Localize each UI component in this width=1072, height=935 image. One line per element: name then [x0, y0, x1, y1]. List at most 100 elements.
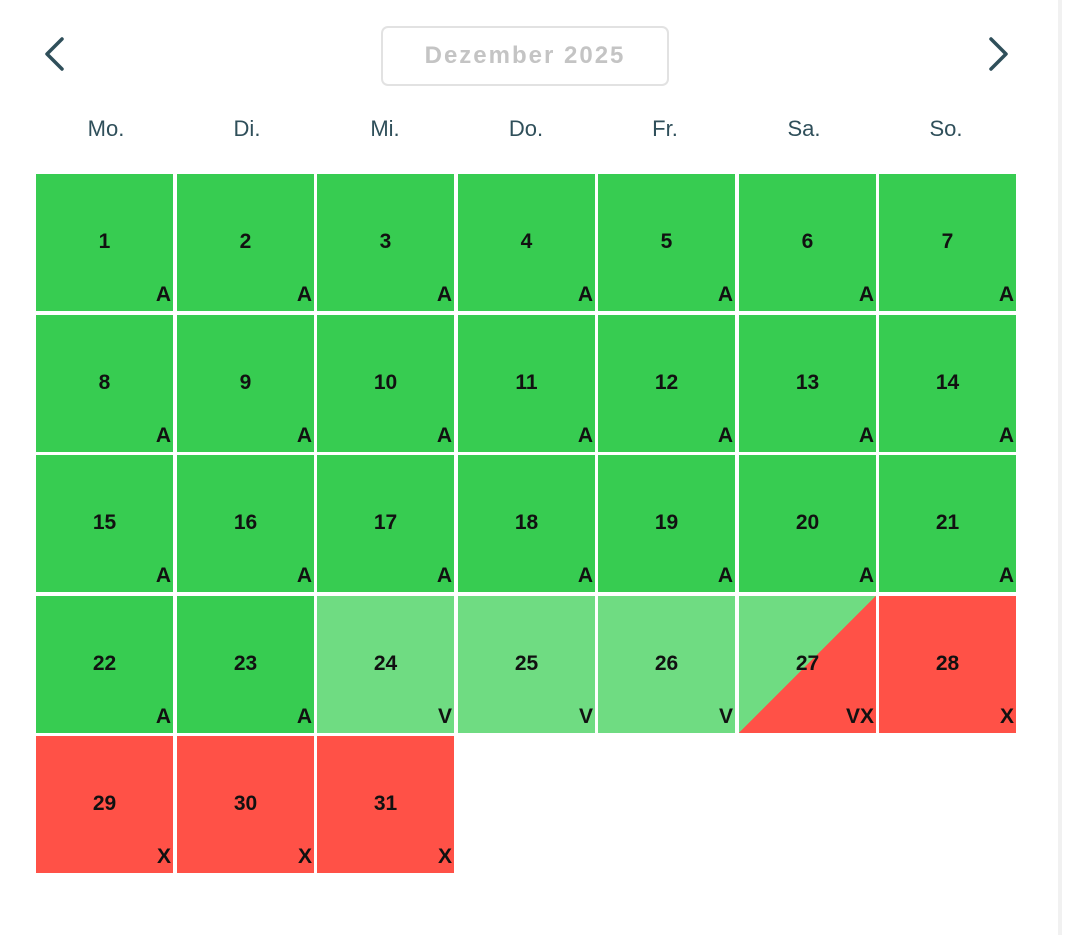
- calendar-day-22[interactable]: 22 A: [36, 596, 173, 733]
- day-number: 15: [92, 511, 117, 534]
- day-number: 17: [373, 511, 398, 534]
- day-number: 23: [233, 652, 258, 675]
- next-month-button[interactable]: [977, 34, 1017, 74]
- calendar-day-12[interactable]: 12 A: [598, 315, 735, 452]
- day-status-background: [36, 455, 173, 592]
- previous-month-button[interactable]: [36, 34, 76, 74]
- day-status-background: [598, 596, 735, 733]
- day-status-code: V: [718, 705, 733, 728]
- calendar-day-14[interactable]: 14 A: [879, 315, 1016, 452]
- day-status-code: A: [296, 424, 312, 447]
- weekday-so: So.: [929, 116, 963, 141]
- day-status-code: A: [155, 564, 171, 587]
- day-number: 30: [233, 792, 258, 815]
- day-status-code: V: [578, 705, 593, 728]
- month-selector[interactable]: Dezember 2025: [381, 26, 669, 86]
- day-status-background: [598, 315, 735, 452]
- day-status-background: [36, 315, 173, 452]
- day-status-background: [177, 455, 314, 592]
- day-status-code: A: [858, 424, 874, 447]
- day-status-background: [177, 596, 314, 733]
- day-status-code: VX: [845, 705, 874, 728]
- calendar-day-20[interactable]: 20 A: [739, 455, 876, 592]
- day-status-background: [739, 315, 876, 452]
- day-status-background: [317, 174, 454, 311]
- calendar-day-25[interactable]: 25 V: [458, 596, 595, 733]
- calendar-day-18[interactable]: 18 A: [458, 455, 595, 592]
- calendar-day-27[interactable]: 27 VX: [739, 596, 876, 733]
- chevron-right-icon: [989, 37, 1008, 71]
- day-status-background: [36, 736, 173, 873]
- day-status-background: [879, 596, 1016, 733]
- calendar-day-16[interactable]: 16 A: [177, 455, 314, 592]
- day-status-code: A: [717, 564, 733, 587]
- day-status-code: A: [436, 564, 452, 587]
- day-number: 2: [239, 230, 252, 253]
- day-status-background: [739, 455, 876, 592]
- day-status-background: [458, 315, 595, 452]
- calendar-day-21[interactable]: 21 A: [879, 455, 1016, 592]
- scrollbar-track[interactable]: [1058, 0, 1062, 935]
- day-number: 29: [92, 792, 117, 815]
- day-number: 6: [801, 230, 814, 253]
- day-status-background: [458, 174, 595, 311]
- day-status-code: X: [999, 705, 1014, 728]
- calendar-day-30[interactable]: 30 X: [177, 736, 314, 873]
- calendar-day-23[interactable]: 23 A: [177, 596, 314, 733]
- day-status-code: A: [998, 283, 1014, 306]
- calendar-day-17[interactable]: 17 A: [317, 455, 454, 592]
- day-number: 11: [515, 371, 538, 394]
- calendar-day-31[interactable]: 31 X: [317, 736, 454, 873]
- day-number: 8: [98, 371, 111, 394]
- day-status-code: A: [155, 705, 171, 728]
- weekday-do: Do.: [508, 116, 544, 141]
- day-status-code: A: [577, 424, 593, 447]
- calendar-day-29[interactable]: 29 X: [36, 736, 173, 873]
- day-number: 16: [233, 511, 258, 534]
- calendar-day-26[interactable]: 26 V: [598, 596, 735, 733]
- month-label: Dezember 2025: [424, 42, 626, 69]
- day-number: 19: [654, 511, 679, 534]
- day-status-background: [36, 174, 173, 311]
- day-status-code: A: [296, 283, 312, 306]
- calendar-grid: 1 A 2 A 3 A 4 A 5 A 6 A 7 A 8 A 9 A 10 A 11 A 12 A 13 A 14 A 15 A 16 A 1…: [36, 174, 1020, 874]
- day-status-code: A: [858, 283, 874, 306]
- day-status-background: [317, 315, 454, 452]
- day-status-code: A: [155, 283, 171, 306]
- day-number: 3: [379, 230, 392, 253]
- calendar-day-10[interactable]: 10 A: [317, 315, 454, 452]
- day-number: 24: [373, 652, 398, 675]
- day-status-code: A: [998, 424, 1014, 447]
- day-number: 28: [935, 652, 960, 675]
- day-status-background: [458, 455, 595, 592]
- weekday-di: Di.: [233, 116, 261, 141]
- day-status-code: A: [155, 424, 171, 447]
- day-status-code: A: [717, 424, 733, 447]
- day-status-background: [458, 596, 595, 733]
- day-status-background: [177, 315, 314, 452]
- calendar-day-15[interactable]: 15 A: [36, 455, 173, 592]
- calendar-day-28[interactable]: 28 X: [879, 596, 1016, 733]
- day-number: 13: [795, 371, 820, 394]
- calendar-day-24[interactable]: 24 V: [317, 596, 454, 733]
- calendar-day-11[interactable]: 11 A: [458, 315, 595, 452]
- weekday-header: Mo. Di. Mi. Do. Fr. Sa. So.: [36, 116, 1020, 146]
- day-number: 4: [520, 230, 533, 253]
- calendar-day-13[interactable]: 13 A: [739, 315, 876, 452]
- day-number: 12: [654, 371, 679, 394]
- day-status-background: [879, 174, 1016, 311]
- day-status-background: [879, 455, 1016, 592]
- day-status-background: [317, 596, 454, 733]
- day-status-code: X: [437, 845, 452, 868]
- day-status-code: A: [577, 283, 593, 306]
- calendar-day-19[interactable]: 19 A: [598, 455, 735, 592]
